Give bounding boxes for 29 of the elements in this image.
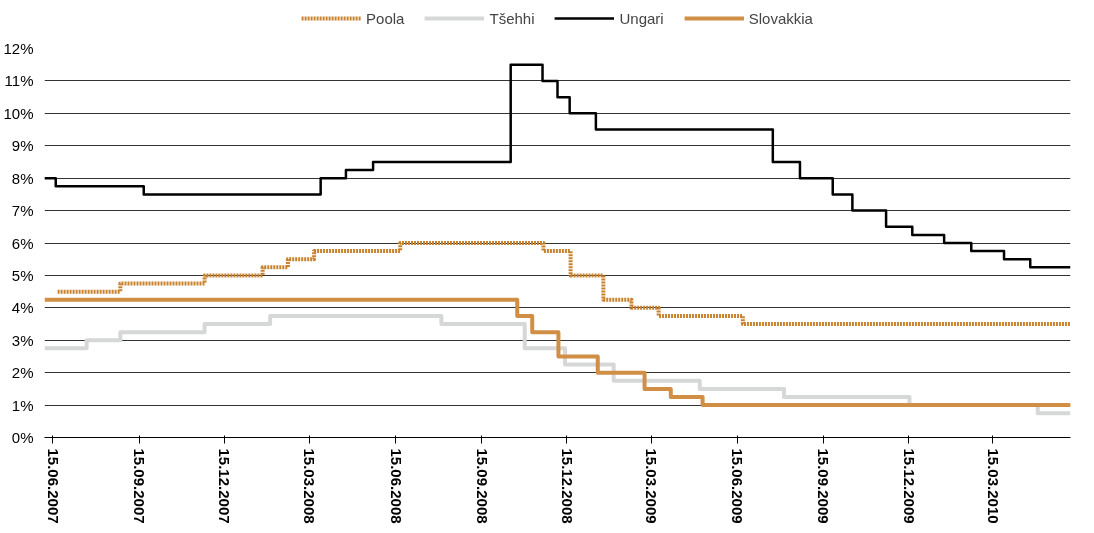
legend-label: Ungari [619,9,664,27]
x-tick-label: 15.03.2010 [984,448,1002,524]
y-tick-label: 4% [11,299,34,317]
x-tick-label: 15.03.2008 [301,448,319,524]
x-tick-label: 15.06.2007 [44,448,62,524]
y-tick-label: 8% [11,169,34,187]
x-tick-label: 15.03.2009 [643,448,661,524]
x-tick-label: 15.06.2008 [387,448,405,524]
x-tick-label: 15.12.2009 [900,448,918,524]
legend-label: Slovakkia [748,9,813,27]
legend-label: Tšehhi [489,9,535,27]
y-tick-label: 3% [11,331,34,349]
x-tick-label: 15.09.2008 [473,448,491,524]
y-tick-label: 6% [11,234,34,252]
x-tick-label: 15.06.2009 [729,448,747,524]
x-tick-label: 15.09.2007 [131,448,149,524]
x-tick-label: 15.12.2008 [558,448,576,524]
y-tick-label: 2% [11,364,34,382]
x-tick-label: 15.12.2007 [216,448,234,524]
x-tick-label: 15.09.2009 [815,448,833,524]
y-tick-label: 1% [11,396,34,414]
y-tick-label: 11% [4,72,34,90]
y-tick-label: 9% [11,137,34,155]
legend-label: Poola [366,9,405,27]
y-tick-label: 10% [3,104,34,122]
y-tick-label: 12% [3,40,34,57]
y-tick-label: 7% [11,202,34,220]
y-tick-label: 5% [11,266,34,284]
y-tick-label: 0% [11,429,34,446]
